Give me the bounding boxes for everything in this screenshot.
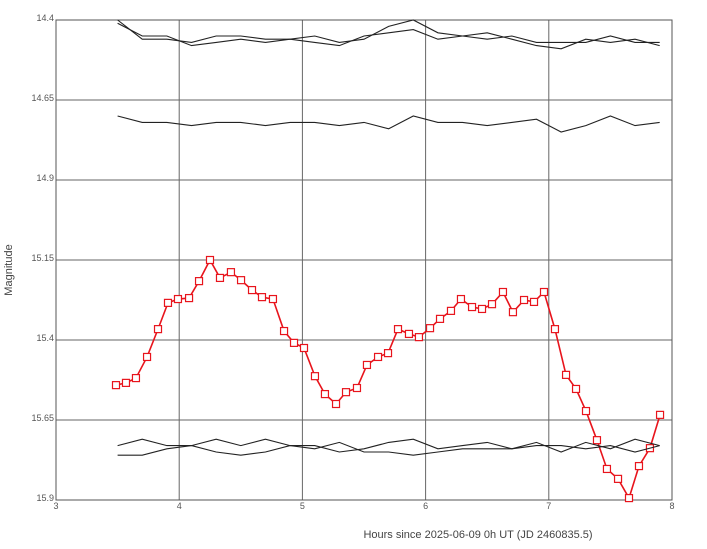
data-marker	[519, 295, 529, 305]
data-marker	[425, 324, 435, 333]
data-marker	[561, 370, 571, 379]
data-marker	[320, 389, 330, 399]
data-marker	[362, 360, 372, 370]
data-marker	[477, 304, 487, 314]
data-marker	[279, 326, 289, 336]
data-marker	[550, 325, 560, 334]
data-marker	[634, 461, 644, 471]
x-tick-label: 7	[546, 501, 551, 511]
y-tick-label: 14.4	[36, 13, 54, 23]
series-line	[117, 441, 660, 456]
data-marker	[487, 300, 497, 309]
data-marker	[226, 268, 236, 277]
data-marker	[310, 372, 320, 381]
data-marker	[153, 325, 163, 334]
y-tick-label: 15.65	[31, 413, 54, 423]
data-marker	[236, 276, 246, 285]
data-marker	[373, 352, 383, 362]
data-marker	[539, 287, 549, 297]
data-marker	[247, 285, 257, 295]
x-tick-label: 8	[669, 501, 674, 511]
data-marker	[289, 338, 299, 347]
data-marker	[299, 343, 309, 353]
data-marker	[571, 384, 581, 394]
data-marker	[624, 493, 634, 503]
x-tick-label: 6	[423, 501, 428, 511]
data-marker	[142, 352, 152, 362]
data-marker	[111, 381, 121, 390]
data-marker	[341, 388, 351, 397]
data-marker	[456, 294, 466, 304]
data-marker	[121, 378, 131, 387]
data-marker	[446, 306, 456, 315]
data-marker	[498, 287, 508, 297]
series-line	[117, 438, 660, 453]
data-marker	[602, 464, 612, 474]
data-marker	[215, 273, 225, 283]
data-marker	[184, 293, 194, 303]
data-marker	[508, 308, 518, 317]
y-axis-label: Magnitude	[3, 244, 15, 295]
x-axis-label: Hours since 2025-06-09 0h UT (JD 2460835…	[363, 529, 592, 541]
data-marker	[205, 255, 215, 265]
data-marker	[393, 325, 403, 334]
data-marker	[163, 298, 173, 307]
y-tick-label: 15.15	[31, 253, 54, 263]
data-marker	[194, 277, 204, 286]
series-line	[117, 22, 660, 50]
data-marker	[467, 302, 477, 312]
data-marker	[331, 399, 341, 409]
data-marker	[414, 333, 424, 342]
x-tick-label: 4	[177, 501, 182, 511]
data-marker	[655, 410, 665, 419]
y-tick-label: 15.4	[36, 333, 54, 343]
data-marker	[131, 373, 141, 383]
y-tick-label: 14.65	[31, 93, 54, 103]
data-marker	[613, 474, 623, 483]
data-marker	[529, 297, 539, 307]
data-marker	[383, 349, 393, 358]
data-marker	[592, 436, 602, 445]
series-line	[115, 258, 661, 501]
data-marker	[268, 294, 278, 304]
plot-border	[55, 19, 673, 501]
data-marker	[352, 383, 362, 393]
y-tick-label: 15.9	[36, 493, 54, 503]
series-line	[117, 115, 660, 133]
x-tick-label: 5	[300, 501, 305, 511]
data-marker	[257, 293, 267, 302]
data-marker	[404, 329, 414, 339]
y-tick-label: 14.9	[36, 173, 54, 183]
series-line	[117, 19, 660, 43]
data-marker	[581, 406, 591, 416]
data-marker	[435, 314, 445, 323]
data-marker	[173, 294, 183, 304]
x-tick-label: 3	[53, 501, 58, 511]
